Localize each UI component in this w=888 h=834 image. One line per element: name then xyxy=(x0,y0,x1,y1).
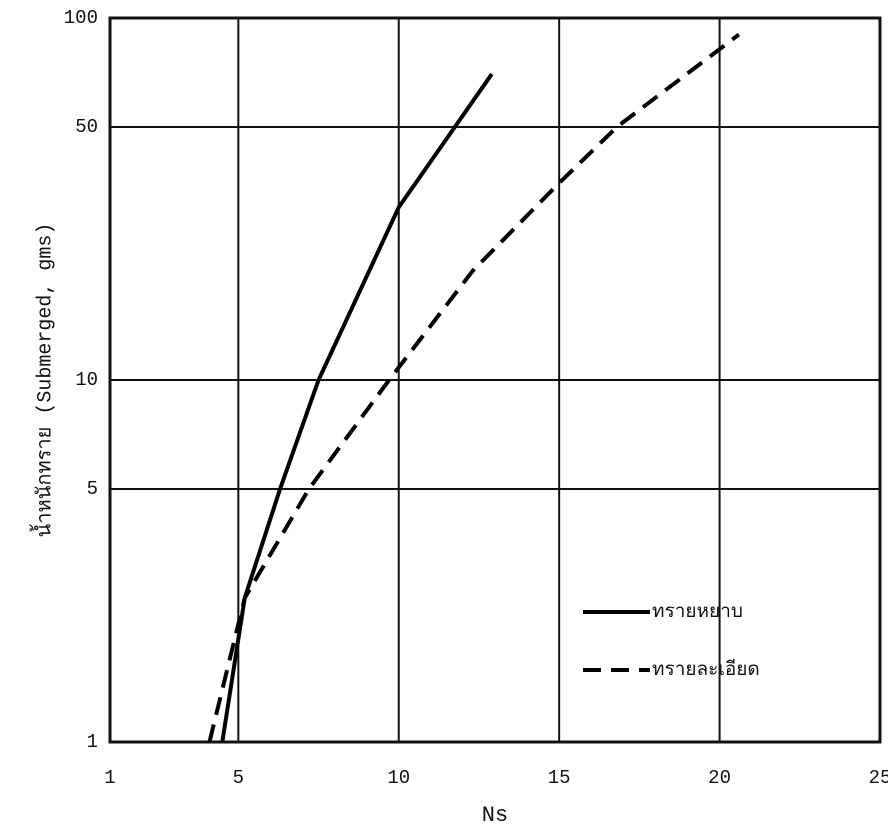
plot-frame xyxy=(108,16,882,744)
series-line xyxy=(207,32,741,743)
x-axis-label: Ns xyxy=(482,803,508,828)
series-line xyxy=(220,72,494,743)
x-tick-label: 25 xyxy=(869,767,888,789)
x-tick-label: 15 xyxy=(548,767,571,789)
x-tick-label: 20 xyxy=(708,767,731,789)
y-tick-label: 1 xyxy=(87,731,98,753)
x-tick-label: 10 xyxy=(387,767,410,789)
x-tick-label: 5 xyxy=(233,767,244,789)
x-tick-label: 1 xyxy=(104,767,115,789)
y-tick-label: 50 xyxy=(75,116,98,138)
y-tick-label: 10 xyxy=(75,369,98,391)
y-tick-label: 100 xyxy=(64,7,98,29)
y-tick-label: 5 xyxy=(87,478,98,500)
y-axis-label: น้ำหนักทราย (Submerged, gms) xyxy=(29,223,57,538)
legend-label: ทรายหยาบ xyxy=(652,601,743,623)
legend-label: ทรายละเอียด xyxy=(652,658,760,681)
